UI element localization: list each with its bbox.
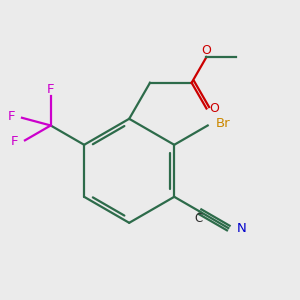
Text: Br: Br — [216, 118, 231, 130]
Text: F: F — [47, 83, 54, 96]
Text: N: N — [237, 222, 246, 235]
Text: F: F — [11, 135, 18, 148]
Text: C: C — [194, 212, 202, 225]
Text: O: O — [209, 102, 219, 115]
Text: F: F — [8, 110, 15, 123]
Text: O: O — [202, 44, 212, 57]
